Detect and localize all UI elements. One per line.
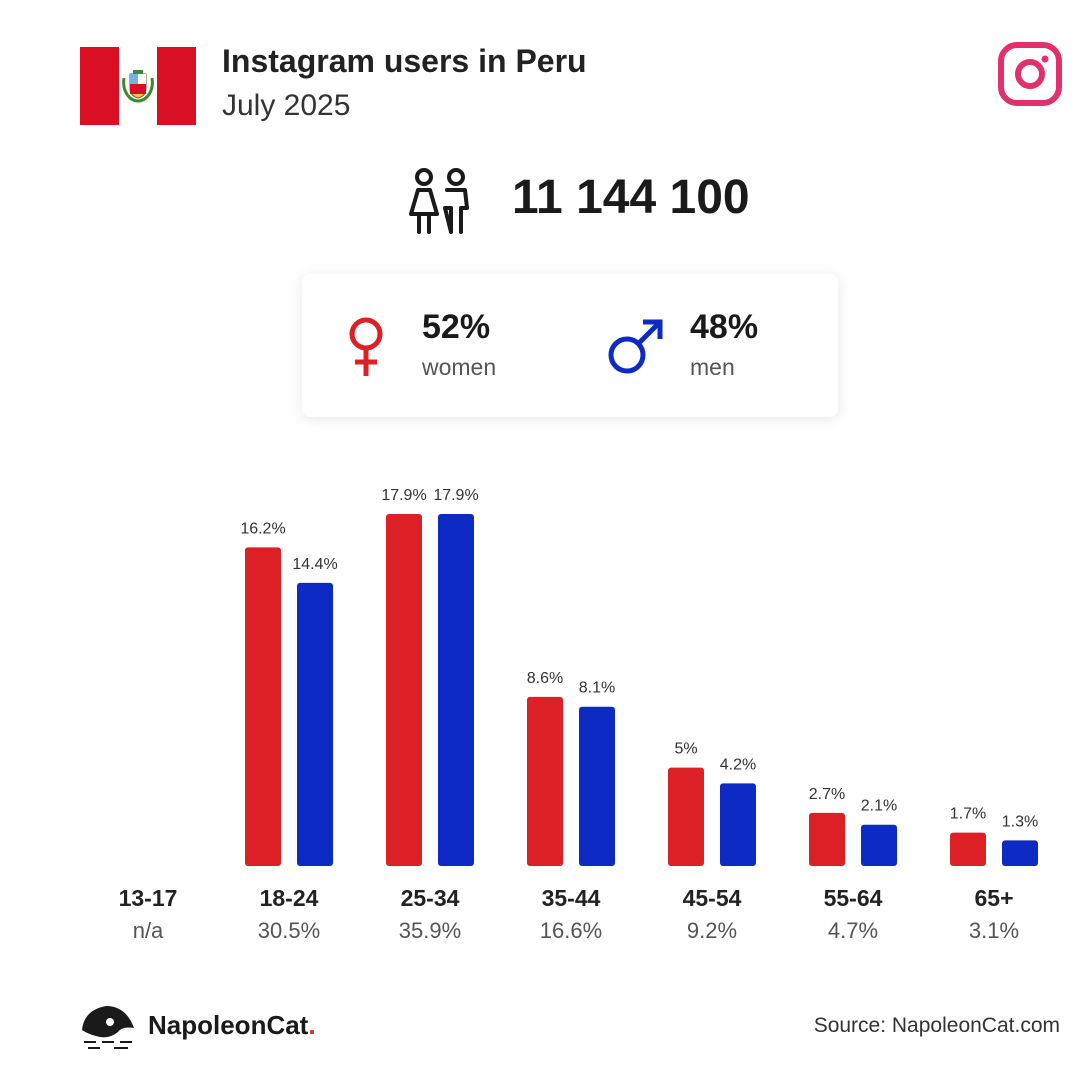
page-title: Instagram users in Peru [222, 43, 587, 79]
age-category-total: n/a [133, 918, 164, 943]
bar-men-25-34 [438, 514, 474, 866]
bar-label-men-35-44: 8.1% [579, 680, 615, 697]
age-category-label: 35-44 [542, 885, 601, 911]
age-category-label: 18-24 [260, 885, 319, 911]
bar-label-men-18-24: 14.4% [292, 556, 337, 573]
age-category-label: 13-17 [119, 885, 178, 911]
age-category-total: 9.2% [687, 918, 737, 943]
bar-label-women-25-34: 17.9% [381, 487, 426, 504]
bar-label-men-25-34: 17.9% [433, 487, 478, 504]
age-category-total: 4.7% [828, 918, 878, 943]
age-category-label: 45-54 [683, 885, 742, 911]
peru-flag-icon [80, 47, 197, 125]
male-icon [608, 319, 663, 374]
napoleoncat-logo-icon [82, 1006, 134, 1049]
bar-women-18-24 [245, 547, 281, 866]
age-category-total: 30.5% [258, 918, 320, 943]
flag-band-center [118, 47, 158, 125]
brand-name-text: NapoleonCat [148, 1010, 309, 1040]
bar-label-women-65+: 1.7% [950, 806, 986, 823]
bar-label-women-45-54: 5% [674, 741, 697, 758]
bar-women-35-44 [527, 696, 563, 866]
bar-men-55-64 [861, 824, 897, 866]
bar-label-women-35-44: 8.6% [527, 670, 563, 687]
age-category-label: 55-64 [824, 885, 883, 911]
flag-band-left [80, 47, 119, 125]
age-category-total: 16.6% [540, 918, 602, 943]
women-label: women [422, 354, 497, 380]
bar-women-65+ [950, 832, 986, 866]
bar-label-men-45-54: 4.2% [720, 756, 756, 773]
bar-men-65+ [1002, 840, 1038, 866]
source-credit: Source: NapoleonCat.com [813, 1014, 1060, 1037]
people-icon [409, 168, 469, 234]
gender-split-card: 52% women 48% men [302, 274, 838, 417]
age-category-total: 3.1% [969, 918, 1019, 943]
women-percentage: 52% [422, 308, 491, 346]
page-subtitle: July 2025 [222, 89, 351, 122]
bar-label-women-18-24: 16.2% [240, 520, 285, 537]
bar-label-men-55-64: 2.1% [861, 798, 897, 815]
age-category-label: 65+ [974, 885, 1013, 911]
bar-men-18-24 [297, 582, 333, 866]
bar-label-men-65+: 1.3% [1002, 813, 1038, 830]
total-users: 11 144 100 [512, 171, 750, 224]
bar-label-women-55-64: 2.7% [809, 786, 845, 803]
brand-name: NapoleonCat. [148, 1010, 316, 1041]
coat-of-arms-icon [122, 70, 154, 103]
bar-men-45-54 [720, 783, 756, 866]
flag-band-right [157, 47, 197, 125]
men-label: men [690, 354, 735, 380]
instagram-icon [998, 42, 1062, 106]
age-category-total: 35.9% [399, 918, 461, 943]
men-percentage: 48% [690, 308, 759, 346]
bar-women-55-64 [809, 812, 845, 866]
bar-men-35-44 [579, 706, 615, 866]
bar-women-25-34 [386, 514, 422, 866]
female-icon [349, 317, 383, 376]
brand-dot: . [308, 1010, 316, 1040]
bar-women-45-54 [668, 767, 704, 866]
age-category-label: 25-34 [401, 885, 460, 911]
